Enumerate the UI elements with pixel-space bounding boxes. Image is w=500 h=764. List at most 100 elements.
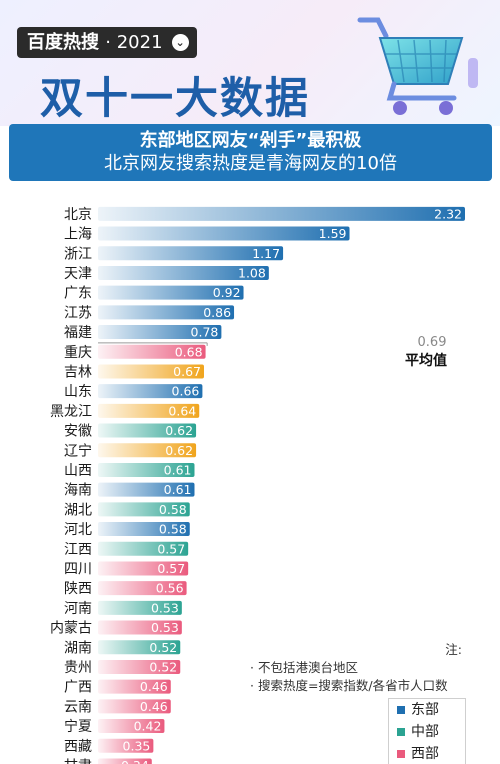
value-label: 0.53 [151, 620, 179, 635]
bar [98, 206, 465, 221]
category-label: 黑龙江 [50, 404, 92, 420]
banner-subheadline: 北京网友搜索热度是青海网友的10倍 [104, 153, 397, 174]
bar [98, 600, 182, 615]
bar [98, 482, 195, 497]
category-label: 甘肃 [64, 758, 92, 764]
category-label: 云南 [64, 699, 92, 715]
bar [98, 265, 269, 280]
category-label: 西藏 [64, 739, 92, 755]
value-label: 1.08 [238, 265, 266, 280]
bar [98, 384, 203, 399]
value-label: 0.57 [157, 541, 185, 556]
category-label: 山西 [64, 463, 92, 479]
value-label: 0.62 [165, 423, 193, 438]
category-label: 天津 [64, 266, 92, 282]
footnote-line: · 不包括港澳台地区 [250, 660, 358, 675]
category-label: 湖北 [64, 502, 92, 518]
category-label: 辽宁 [64, 442, 92, 459]
bar [98, 561, 189, 576]
footnote-title: 注: [445, 642, 462, 657]
category-label: 上海 [64, 227, 92, 243]
bar [98, 581, 187, 596]
badge-text: 百度热搜 [27, 32, 99, 53]
value-label: 0.52 [149, 640, 177, 655]
bar [98, 502, 190, 517]
category-label: 江苏 [64, 305, 92, 321]
bar [98, 285, 244, 300]
value-label: 0.92 [213, 285, 241, 300]
value-label: 0.67 [173, 364, 201, 379]
bar [98, 305, 235, 320]
chart-legend: 东部 中部 西部 [388, 698, 466, 764]
bar [98, 541, 189, 556]
value-label: 0.46 [140, 699, 168, 714]
category-label: 吉林 [64, 364, 92, 380]
value-label: 1.17 [252, 246, 280, 261]
average-value-label: 0.69 [418, 335, 447, 350]
value-label: 0.64 [168, 403, 196, 418]
bar [98, 699, 171, 714]
category-label: 浙江 [64, 246, 92, 262]
value-label: 0.57 [157, 561, 185, 576]
category-label: 贵州 [64, 660, 92, 676]
legend-label: 东部 [411, 702, 439, 718]
average-caption: 平均值 [405, 352, 447, 369]
bar [98, 443, 197, 458]
value-label: 0.61 [164, 482, 192, 497]
baidu-hot-search-badge: 百度热搜 · 2021 ⌄ [17, 27, 197, 58]
legend-item-central: 中部 [389, 721, 465, 743]
category-label: 广东 [64, 286, 92, 302]
category-label: 重庆 [64, 345, 92, 361]
bar [98, 403, 200, 418]
legend-swatch [397, 750, 405, 758]
chevron-down-icon: ⌄ [171, 34, 189, 51]
value-label: 0.61 [164, 462, 192, 477]
category-label: 湖南 [64, 640, 92, 656]
bar [98, 522, 190, 537]
bar [98, 226, 350, 241]
value-label: 0.62 [165, 443, 193, 458]
value-label: 0.68 [175, 344, 203, 359]
search-heat-bar-chart: 0.69 平均值 北京 2.32 上海 1.59 浙江 1.17 天津 1.08 广东 0.92 江苏 0… [50, 206, 465, 764]
bar [98, 364, 204, 379]
bar [98, 423, 197, 438]
bar [98, 719, 165, 734]
legend-label: 中部 [411, 724, 439, 740]
category-label: 江西 [64, 542, 92, 558]
category-label: 广西 [64, 680, 92, 696]
badge-year: · 2021 [105, 32, 163, 53]
footnote: 注: · 不包括港澳台地区 · 搜索热度=搜索指数/各省市人口数 [250, 641, 470, 695]
hero-header: 百度热搜 · 2021 ⌄ 双十一大数据 [0, 0, 500, 126]
value-label: 0.58 [159, 502, 187, 517]
bar [98, 246, 284, 261]
category-label: 四川 [64, 561, 92, 577]
page-title: 双十一大数据 [40, 74, 310, 124]
category-label: 宁夏 [64, 718, 92, 735]
category-label: 安徽 [64, 424, 92, 440]
footnote-line: · 搜索热度=搜索指数/各省市人口数 [250, 678, 448, 693]
value-label: 0.42 [134, 719, 162, 734]
category-label: 河南 [64, 601, 92, 617]
category-label: 河北 [64, 522, 92, 538]
bar [98, 620, 182, 635]
value-label: 0.53 [151, 600, 179, 615]
legend-item-east: 东部 [389, 699, 465, 721]
legend-swatch [397, 706, 405, 714]
value-label: 0.66 [172, 384, 200, 399]
category-label: 海南 [64, 483, 92, 499]
bar [98, 344, 206, 359]
summary-banner: 东部地区网友“剁手”最积极 北京网友搜索热度是青海网友的10倍 [9, 124, 492, 181]
value-label: 0.58 [159, 522, 187, 537]
value-label: 0.35 [123, 738, 151, 753]
category-label: 山东 [64, 384, 92, 400]
bar [98, 659, 181, 674]
legend-label: 西部 [411, 746, 439, 762]
bar [98, 738, 154, 753]
bar [98, 462, 195, 477]
value-label: 0.78 [191, 325, 219, 340]
value-label: 1.59 [319, 226, 347, 241]
bar [98, 758, 152, 764]
value-label: 0.34 [121, 758, 149, 764]
bar [98, 640, 181, 655]
